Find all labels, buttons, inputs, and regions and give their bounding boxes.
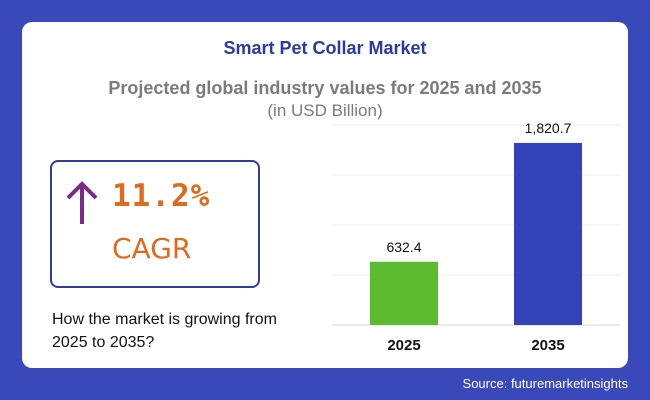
arrow-up-icon (66, 181, 98, 224)
chart-title: Smart Pet Collar Market (223, 38, 427, 58)
cagr-box: 11.2% CAGR (50, 160, 260, 288)
x-tick-label-2035: 2035 (531, 337, 564, 354)
cagr-label: CAGR (112, 232, 192, 265)
chart-subtitle: Projected global industry values for 202… (108, 78, 542, 98)
cagr-value: 11.2% (112, 178, 211, 214)
infographic-card: Smart Pet Collar Market Projected global… (22, 22, 628, 368)
value-label-2025: 632.4 (386, 239, 421, 255)
chart-unit: (in USD Billion) (267, 101, 383, 120)
growth-question: How the market is growing from 2025 to 2… (52, 311, 277, 351)
bar-chart: 632.4 2025 1,820.7 2035 (332, 120, 620, 354)
source-credit: Source: futuremarketinsights (462, 376, 628, 391)
value-label-2035: 1,820.7 (525, 120, 572, 136)
bar-2035 (514, 142, 582, 325)
bar-2025 (370, 261, 438, 325)
x-tick-label-2025: 2025 (387, 337, 420, 354)
